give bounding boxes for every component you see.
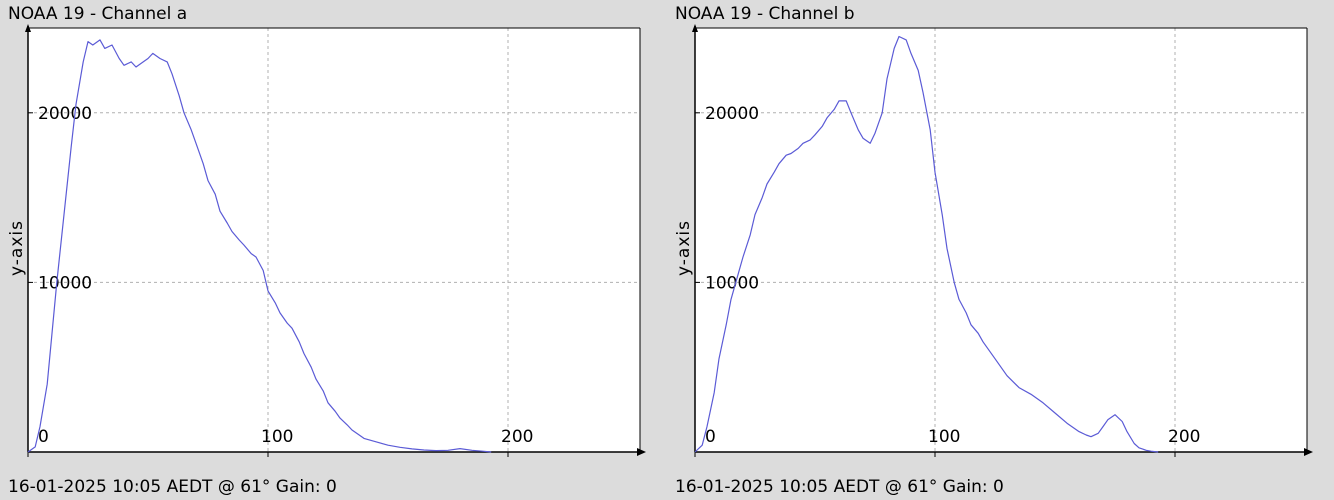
chart-title: NOAA 19 - Channel b: [675, 4, 855, 24]
plot-area: [28, 28, 640, 452]
chart-title: NOAA 19 - Channel a: [8, 4, 188, 24]
x-tick-label: 0: [705, 427, 716, 447]
plot-area: [695, 28, 1307, 452]
x-tick-label: 100: [928, 427, 960, 447]
y-tick-label: 20000: [38, 104, 92, 124]
line-chart: 0 100 200 10000 20000 y-axis: [674, 24, 1313, 457]
y-tick-label: 10000: [38, 273, 92, 293]
y-tick-label: 10000: [705, 273, 759, 293]
line-chart: 0 100 200 10000 20000 y-axis: [7, 24, 646, 457]
chart-panel-channel-b: NOAA 19 - Channel b 0 100 200 10000 20000 y-a…: [667, 0, 1334, 500]
x-axis-arrow: [637, 448, 646, 456]
x-tick-label: 200: [501, 427, 533, 447]
x-tick-label: 100: [261, 427, 293, 447]
y-axis-arrow: [25, 24, 31, 32]
x-tick-label: 0: [38, 427, 49, 447]
y-axis-title: y-axis: [7, 220, 27, 276]
y-tick-label: 20000: [705, 104, 759, 124]
chart-panel-channel-a: NOAA 19 - Channel a 0 100 200 10000 20000 y-a…: [7, 4, 646, 497]
y-axis-arrow: [692, 24, 698, 32]
chart-footer: 16-01-2025 10:05 AEDT @ 61° Gain: 0: [8, 477, 337, 497]
x-axis-arrow: [1304, 448, 1313, 456]
y-axis-title: y-axis: [674, 220, 694, 276]
series-line: [694, 35, 1159, 453]
series-line: [27, 39, 492, 453]
chart-footer: 16-01-2025 10:05 AEDT @ 61° Gain: 0: [675, 477, 1004, 497]
x-tick-label: 200: [1168, 427, 1200, 447]
